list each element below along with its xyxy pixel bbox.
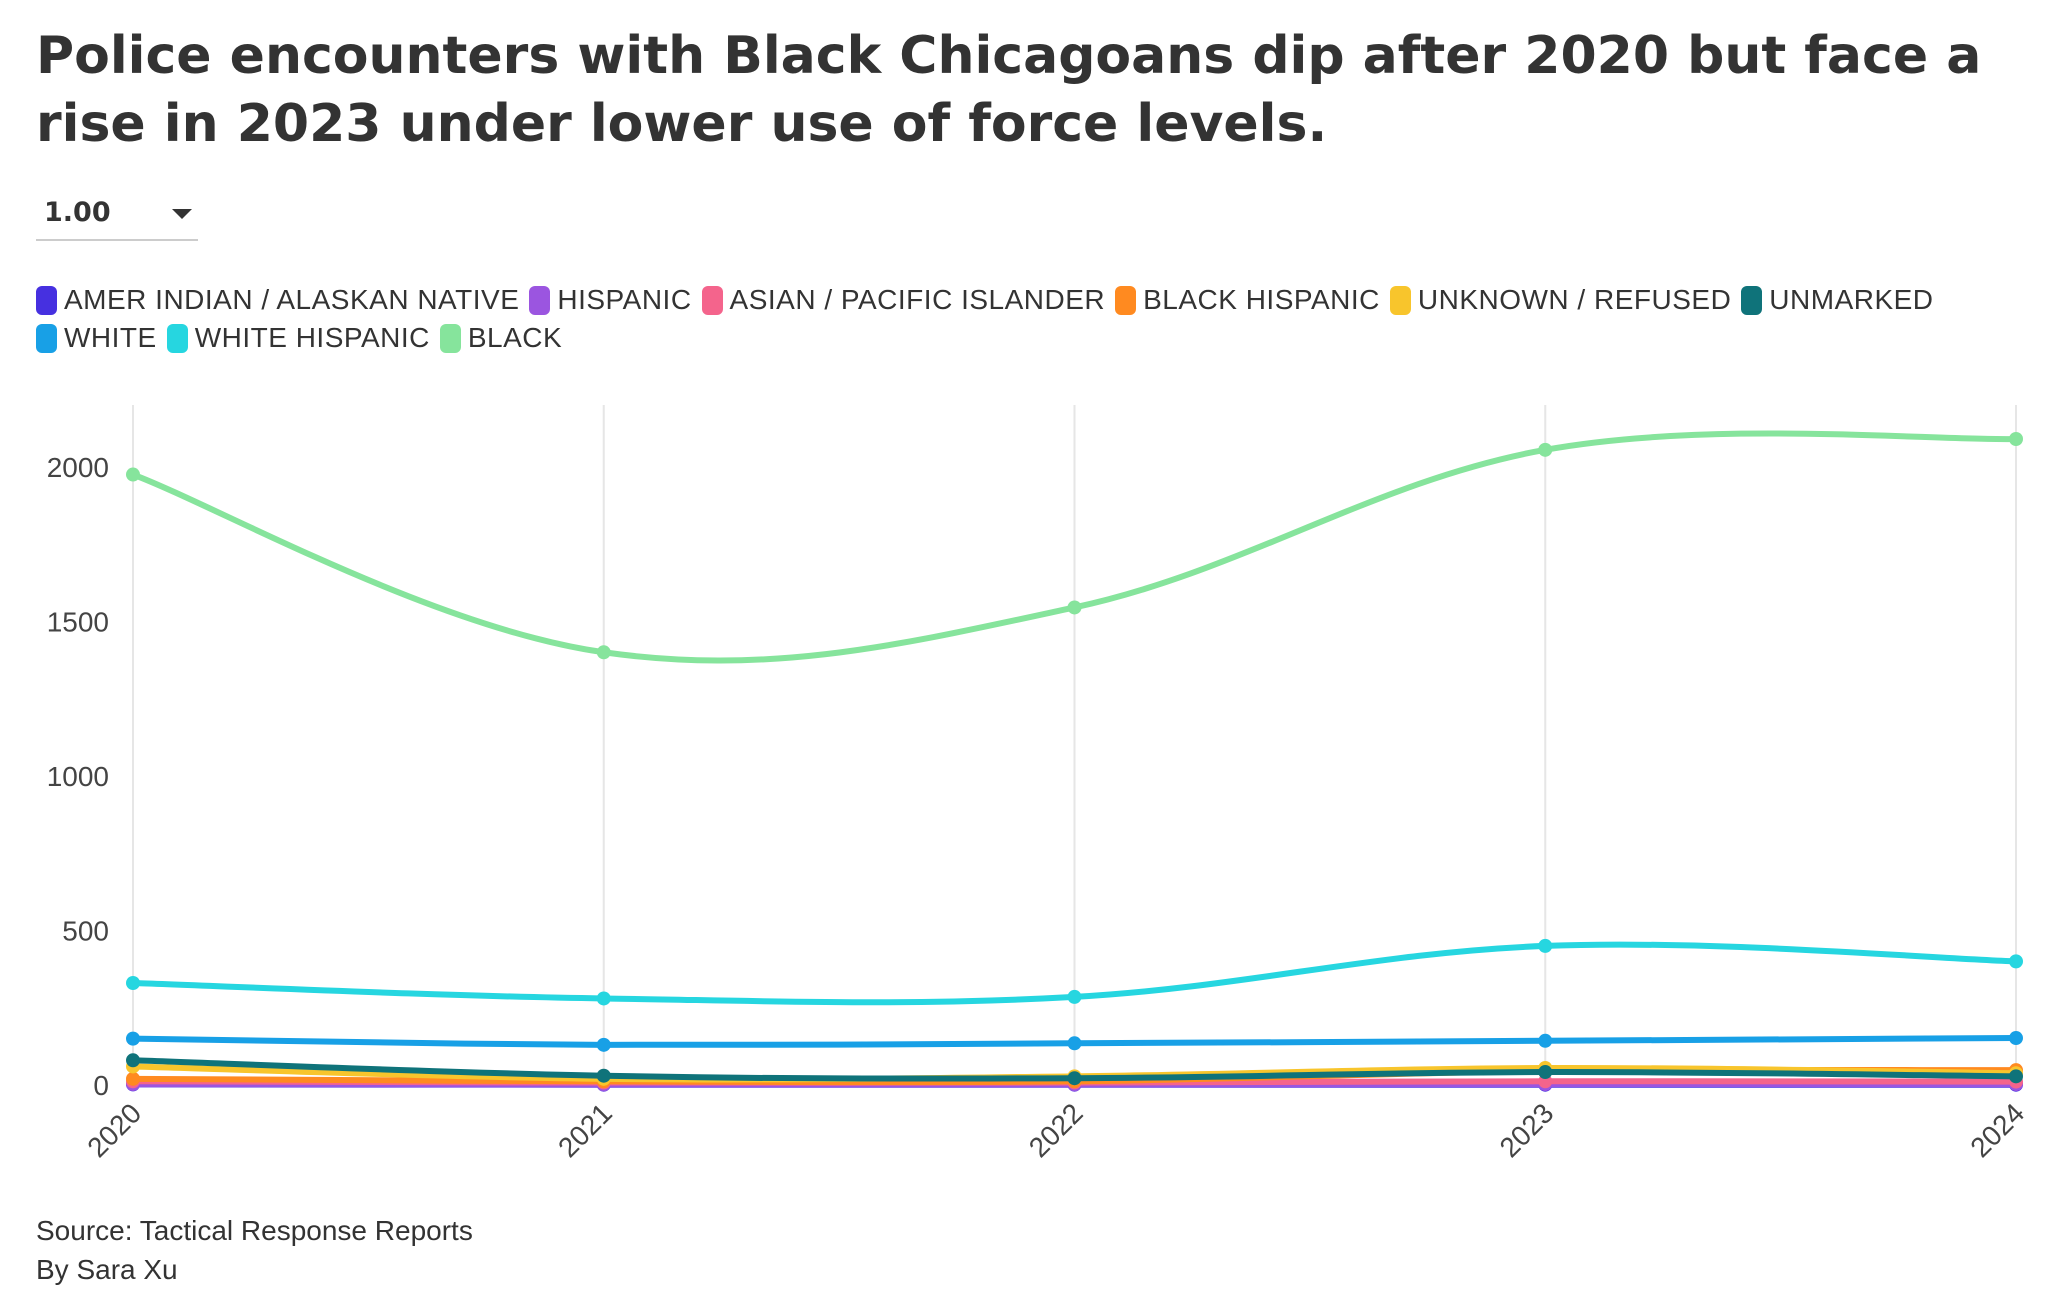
data-point-2024[interactable] — [2009, 432, 2023, 446]
y-tick-label: 1000 — [47, 761, 109, 792]
legend-label: AMER INDIAN / ALASKAN NATIVE — [64, 284, 520, 315]
chart-title: Police encounters with Black Chicagoans … — [36, 26, 1982, 154]
byline: By Sara Xu — [36, 1254, 178, 1285]
legend-swatch — [439, 323, 461, 353]
legend-item-amer-indian-alaskan-native[interactable]: AMER INDIAN / ALASKAN NATIVE — [36, 284, 519, 316]
data-point-2023[interactable] — [1538, 1065, 1553, 1080]
data-point-2022[interactable] — [1067, 1036, 1082, 1051]
legend-label: WHITE — [64, 322, 157, 353]
y-tick-label: 1500 — [47, 606, 109, 637]
data-point-2021[interactable] — [596, 991, 611, 1006]
legend-label: HISPANIC — [557, 284, 692, 315]
legend-label: UNKNOWN / REFUSED — [1417, 284, 1732, 315]
data-point-2020[interactable] — [126, 976, 140, 990]
series-white — [126, 1031, 2023, 1052]
legend-swatch — [529, 285, 551, 315]
legend-label: BLACK — [467, 322, 563, 353]
series-black — [126, 430, 2023, 664]
chart-legend: AMER INDIAN / ALASKAN NATIVE HISPANIC ASIA… — [36, 284, 2026, 354]
data-point-2021[interactable] — [596, 1037, 611, 1052]
legend-label: WHITE HISPANIC — [194, 322, 430, 353]
x-tick-label: 2020 — [81, 1097, 147, 1163]
legend-label: BLACK HISPANIC — [1143, 284, 1380, 315]
x-tick-label: 2024 — [1964, 1097, 2030, 1163]
data-point-2024[interactable] — [2009, 1069, 2023, 1084]
y-tick-label: 0 — [93, 1070, 109, 1101]
x-tick-label: 2022 — [1023, 1097, 1089, 1163]
data-point-2024[interactable] — [2009, 1031, 2023, 1046]
series-layer — [126, 430, 2023, 1092]
x-tick-label: 2021 — [552, 1097, 618, 1163]
legend-item-unknown-refused[interactable]: UNKNOWN / REFUSED — [1389, 284, 1732, 316]
chevron-down-icon — [172, 209, 192, 219]
data-point-2023[interactable] — [1538, 1033, 1553, 1048]
data-point-2024[interactable] — [2009, 954, 2023, 969]
x-tick-label: 2023 — [1494, 1097, 1560, 1163]
legend-swatch — [1741, 285, 1763, 315]
data-point-2022[interactable] — [1067, 600, 1082, 615]
legend-swatch — [1389, 285, 1411, 315]
dropdown-selected-value: 1.00 — [44, 197, 111, 228]
data-point-2020[interactable] — [126, 467, 140, 482]
legend-label: UNMARKED — [1769, 284, 1934, 315]
data-point-2023[interactable] — [1538, 442, 1553, 457]
legend-item-black-hispanic[interactable]: BLACK HISPANIC — [1115, 284, 1380, 316]
data-point-2021[interactable] — [596, 645, 611, 660]
data-point-2022[interactable] — [1067, 989, 1082, 1004]
data-point-2022[interactable] — [1067, 1071, 1082, 1086]
data-point-2023[interactable] — [1538, 938, 1553, 953]
axis-layer: 0 500 1000 1500 2000 2020 2021 2022 2023 2024 — [47, 452, 2031, 1163]
legend-item-white-hispanic[interactable]: WHITE HISPANIC — [166, 322, 430, 354]
data-point-2021[interactable] — [596, 1068, 611, 1083]
y-tick-label: 500 — [62, 915, 109, 946]
data-point-2020[interactable] — [126, 1031, 140, 1046]
chart-footer: Source: Tactical Response Reports By Sar… — [36, 1211, 473, 1289]
use-of-force-level-dropdown[interactable]: 1.00 — [36, 193, 198, 241]
grid-layer — [132, 405, 2017, 1085]
legend-label: ASIAN / PACIFIC ISLANDER — [729, 284, 1106, 315]
legend-item-hispanic[interactable]: HISPANIC — [529, 284, 691, 316]
legend-item-asian-pacific-islander[interactable]: ASIAN / PACIFIC ISLANDER — [701, 284, 1106, 316]
legend-swatch — [36, 285, 57, 315]
y-tick-label: 2000 — [47, 452, 109, 483]
legend-item-white[interactable]: WHITE — [36, 322, 157, 354]
legend-swatch — [701, 285, 723, 315]
legend-swatch — [36, 323, 57, 353]
data-point-2020[interactable] — [126, 1053, 140, 1068]
series-unmarked — [126, 1053, 2023, 1086]
legend-item-unmarked[interactable]: UNMARKED — [1741, 284, 1933, 316]
legend-swatch — [1115, 285, 1137, 315]
data-point-2020[interactable] — [126, 1071, 140, 1086]
legend-item-black[interactable]: BLACK — [439, 322, 563, 354]
legend-swatch — [166, 323, 188, 353]
series-white-hispanic — [126, 938, 2023, 1006]
source-note: Source: Tactical Response Reports — [36, 1215, 473, 1246]
